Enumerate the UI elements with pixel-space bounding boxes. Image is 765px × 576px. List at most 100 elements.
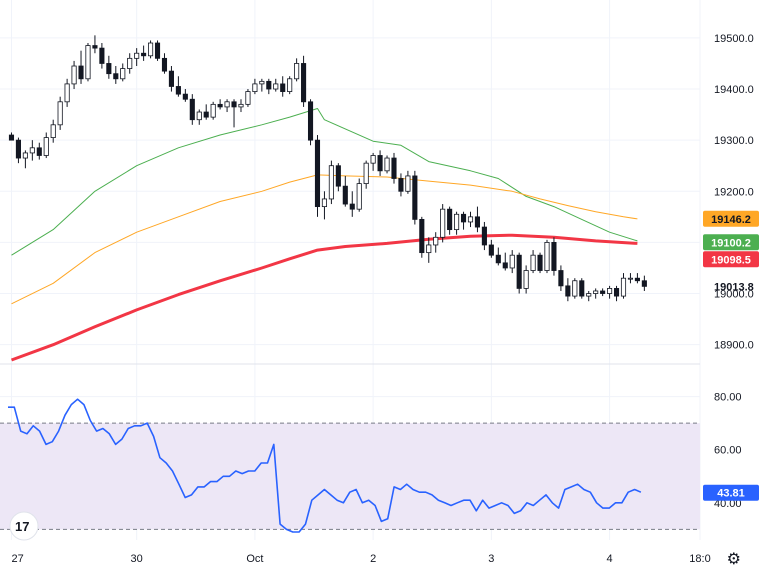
candle-body xyxy=(120,68,126,80)
candle-body xyxy=(141,52,147,57)
candle-body xyxy=(335,165,341,187)
candle-body xyxy=(474,216,481,228)
candle-body xyxy=(127,57,133,69)
candle-up xyxy=(259,78,265,92)
candle-up xyxy=(294,58,300,82)
candle-body xyxy=(523,270,529,289)
candle-body xyxy=(85,45,91,80)
candle-down xyxy=(495,247,501,266)
candle-down xyxy=(175,76,181,97)
candle-up xyxy=(586,290,592,302)
candle-body xyxy=(224,101,230,108)
candle-body xyxy=(294,63,300,80)
rsi-tick-label: 60.00 xyxy=(714,445,742,457)
price-badge-3: 19098.5 xyxy=(703,251,759,268)
candle-up xyxy=(134,48,140,67)
candle-down xyxy=(113,66,119,84)
svg-text:17: 17 xyxy=(15,519,29,534)
candle-up xyxy=(273,78,279,92)
candle-body xyxy=(321,198,327,208)
candle-down xyxy=(280,76,286,97)
gear-icon[interactable]: ⚙ xyxy=(726,549,741,568)
candle-body xyxy=(8,134,15,141)
candle-body xyxy=(210,103,216,118)
candle-body xyxy=(64,83,70,103)
candle-up xyxy=(384,155,390,174)
price-tick-label: 19000.0 xyxy=(714,289,754,301)
candle-body xyxy=(516,254,522,289)
candle-body xyxy=(99,47,105,64)
candle-down xyxy=(217,99,223,110)
candle-up xyxy=(287,76,293,95)
candle-body xyxy=(280,83,286,92)
candle-up xyxy=(29,140,35,161)
candle-body xyxy=(78,65,84,80)
candle-body xyxy=(530,254,536,271)
candle-down xyxy=(231,99,237,128)
candle-down xyxy=(558,265,564,291)
price-badge-2: 19100.2 xyxy=(703,234,759,251)
candle-body xyxy=(433,236,439,246)
candle-up xyxy=(405,170,411,194)
candle-body xyxy=(412,175,418,220)
candle-down xyxy=(335,163,341,192)
candle-body xyxy=(106,63,112,75)
candle-body xyxy=(57,101,63,126)
time-tick-label: 3 xyxy=(488,553,494,565)
time-tick-label: 2 xyxy=(370,553,376,565)
candle-down xyxy=(203,104,209,120)
candle-body xyxy=(175,86,181,95)
candle-up xyxy=(64,78,70,107)
time-axis[interactable]: 27 30 Oct 2 3 4 18:0 xyxy=(11,553,710,565)
moving-averages xyxy=(10,108,638,362)
price-axis[interactable]: 18900.019000.019100.019200.019300.019400… xyxy=(714,33,754,352)
candle-body xyxy=(377,155,383,172)
candle-up xyxy=(363,160,369,189)
time-tick-label: 18:0 xyxy=(689,553,710,565)
candle-body xyxy=(71,65,77,85)
candle-body xyxy=(537,254,543,271)
tradingview-logo[interactable]: 17 xyxy=(9,511,39,541)
rsi-tick-label: 80.00 xyxy=(714,392,742,404)
candle-body xyxy=(454,213,460,231)
candle-down xyxy=(481,221,487,251)
candle-down xyxy=(36,142,42,160)
candle-down xyxy=(141,45,147,61)
candle-body xyxy=(307,101,314,141)
candle-up xyxy=(71,60,77,90)
price-tick-label: 19400.0 xyxy=(714,84,754,96)
candle-up xyxy=(85,43,91,82)
candle-body xyxy=(196,111,202,121)
candle-up xyxy=(593,288,599,299)
candle-body xyxy=(203,111,209,118)
candle-body xyxy=(287,78,293,92)
candle-body xyxy=(349,203,355,210)
candle-up xyxy=(224,99,230,113)
price-badge-1-label: 19146.2 xyxy=(711,214,751,226)
candle-body xyxy=(363,162,369,185)
last-price-label: 19013.8 xyxy=(714,281,754,293)
candle-body xyxy=(600,290,606,294)
candle-down xyxy=(398,173,404,197)
time-tick-label: 30 xyxy=(131,553,143,565)
candle-body xyxy=(168,70,174,87)
candle-up xyxy=(328,160,334,205)
candle-body xyxy=(148,42,154,57)
candle-up xyxy=(127,53,133,74)
candle-up xyxy=(50,119,56,143)
candle-body xyxy=(259,80,265,85)
candle-body xyxy=(92,45,98,49)
candle-body xyxy=(328,165,334,200)
rsi-tick-label: 40.00 xyxy=(714,498,742,510)
price-badge-3-label: 19098.5 xyxy=(711,254,751,266)
candle-down xyxy=(447,206,453,235)
rsi-axis[interactable]: 40.00 60.00 80.00 xyxy=(714,392,742,510)
candlesticks xyxy=(8,35,647,302)
moving-average-2 xyxy=(11,174,638,305)
candle-down xyxy=(189,94,195,125)
price-tick-label: 19500.0 xyxy=(714,33,754,45)
candle-body xyxy=(551,242,557,271)
candle-body xyxy=(231,101,237,108)
candle-body xyxy=(620,277,627,297)
